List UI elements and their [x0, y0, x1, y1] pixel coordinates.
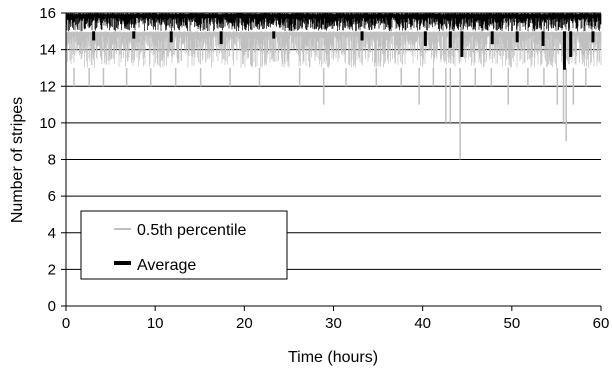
y-tick-labels: 0 2 4 6 8 10 12 14 16 — [39, 5, 66, 315]
x-axis-title: Time (hours) — [288, 349, 378, 366]
y-tick-label: 0 — [48, 298, 56, 315]
y-tick-label: 10 — [39, 115, 56, 132]
x-tick-label: 20 — [236, 315, 253, 332]
x-tick-label: 30 — [325, 315, 342, 332]
legend-box — [80, 210, 288, 280]
y-tick-label: 14 — [39, 42, 56, 59]
x-tick-label: 50 — [503, 315, 520, 332]
x-tick-label: 10 — [147, 315, 164, 332]
y-tick-label: 4 — [48, 225, 56, 242]
y-tick-label: 6 — [48, 188, 56, 205]
legend-label-0-5th-percentile: 0.5th percentile — [137, 222, 247, 239]
y-tick-label: 2 — [48, 261, 56, 278]
y-tick-label: 8 — [48, 152, 56, 169]
legend-label-average: Average — [137, 257, 196, 274]
x-tick-label: 40 — [414, 315, 431, 332]
series-average — [65, 13, 602, 70]
legend: 0.5th percentile Average — [80, 210, 288, 280]
y-tick-label: 12 — [39, 78, 56, 95]
x-tick-label: 0 — [62, 315, 70, 332]
x-tick-labels: 0 10 20 30 40 50 60 — [62, 306, 610, 332]
y-tick-label: 16 — [39, 5, 56, 22]
y-axis-title: Number of stripes — [9, 97, 26, 223]
x-tick-label: 60 — [593, 315, 610, 332]
